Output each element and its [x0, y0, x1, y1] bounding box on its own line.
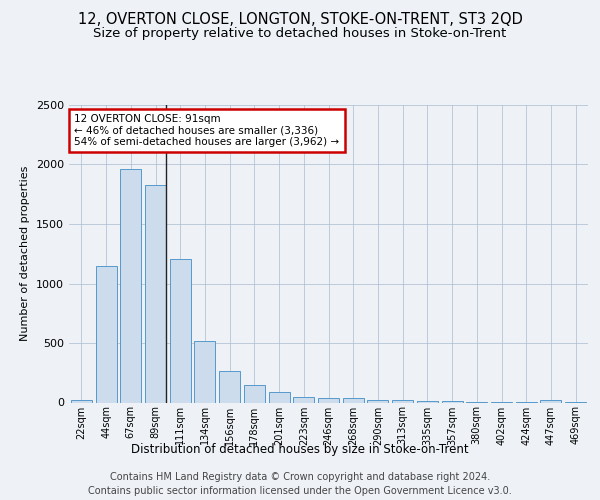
Bar — [392, 400, 413, 402]
Text: 12 OVERTON CLOSE: 91sqm
← 46% of detached houses are smaller (3,336)
54% of semi: 12 OVERTON CLOSE: 91sqm ← 46% of detache… — [74, 114, 340, 147]
Text: Size of property relative to detached houses in Stoke-on-Trent: Size of property relative to detached ho… — [94, 28, 506, 40]
Bar — [170, 258, 191, 402]
Bar — [244, 385, 265, 402]
Text: Distribution of detached houses by size in Stoke-on-Trent: Distribution of detached houses by size … — [131, 442, 469, 456]
Bar — [318, 398, 339, 402]
Bar — [145, 184, 166, 402]
Bar — [120, 170, 141, 402]
Y-axis label: Number of detached properties: Number of detached properties — [20, 166, 31, 342]
Bar — [343, 398, 364, 402]
Bar — [417, 400, 438, 402]
Bar — [269, 392, 290, 402]
Bar — [194, 340, 215, 402]
Bar — [293, 397, 314, 402]
Text: 12, OVERTON CLOSE, LONGTON, STOKE-ON-TRENT, ST3 2QD: 12, OVERTON CLOSE, LONGTON, STOKE-ON-TRE… — [77, 12, 523, 28]
Bar — [541, 400, 562, 402]
Text: Contains HM Land Registry data © Crown copyright and database right 2024.
Contai: Contains HM Land Registry data © Crown c… — [88, 472, 512, 496]
Bar — [367, 400, 388, 402]
Bar — [71, 400, 92, 402]
Bar — [219, 371, 240, 402]
Bar — [95, 266, 116, 402]
